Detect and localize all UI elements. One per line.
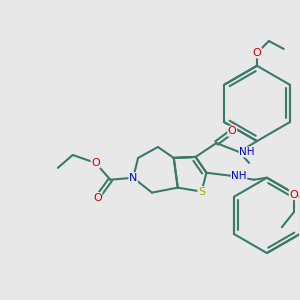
Text: O: O [253,48,261,58]
Text: NH: NH [231,171,247,181]
Text: O: O [228,126,237,136]
Text: O: O [289,190,298,200]
Text: N: N [129,173,137,183]
Text: NH: NH [239,147,255,157]
Text: O: O [91,158,100,168]
Text: S: S [198,187,205,196]
Text: O: O [93,193,102,202]
